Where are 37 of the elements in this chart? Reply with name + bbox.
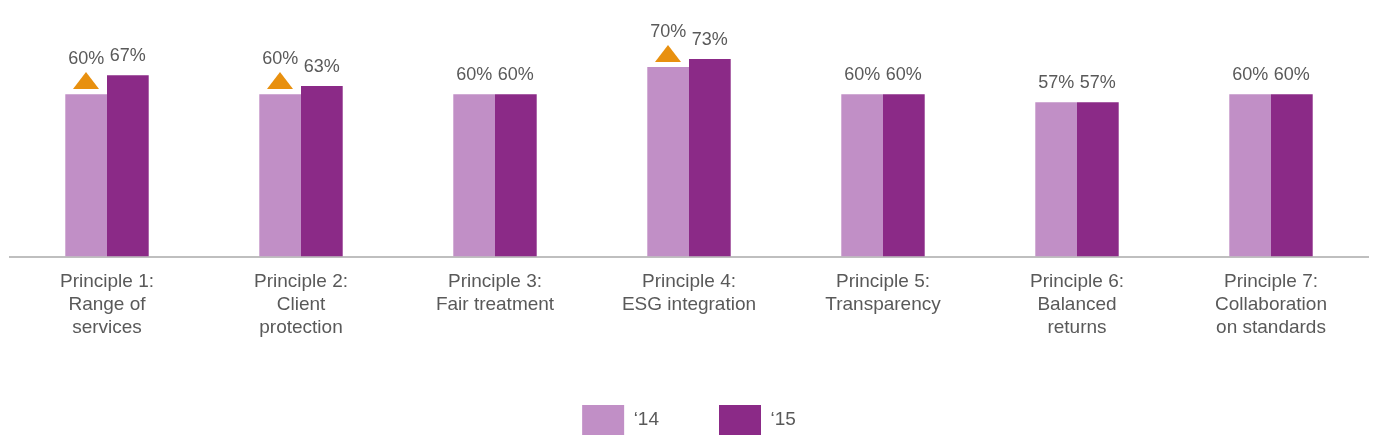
x-tick-label: Principle 6: Balanced returns (1030, 270, 1124, 337)
bar (107, 75, 149, 257)
x-tick-label: Principle 4: ESG integration (621, 270, 757, 315)
legend-label: ‘15 (770, 408, 796, 430)
bar (1271, 94, 1313, 257)
x-tick-label: Principle 3: Fair treatment (435, 270, 555, 315)
data-label: 60% (1232, 64, 1269, 85)
data-label: 70% (650, 21, 687, 42)
data-label: 60% (456, 64, 493, 85)
bar (453, 94, 495, 257)
x-tick-label: Principle 7: Collaboration on standards (1215, 270, 1327, 337)
bar (841, 94, 883, 257)
data-label: 60% (844, 64, 881, 85)
data-label: 67% (109, 45, 146, 66)
data-label: 57% (1079, 72, 1116, 93)
data-label: 60% (497, 64, 534, 85)
data-label: 60% (1273, 64, 1310, 85)
data-label: 60% (68, 48, 105, 69)
data-label: 60% (885, 64, 922, 85)
bar (301, 86, 343, 257)
data-label: 73% (691, 28, 728, 49)
x-tick-label: Principle 2: Client protection (254, 270, 348, 337)
bar (1035, 102, 1077, 257)
bar (65, 94, 107, 257)
bar (1077, 102, 1119, 257)
bar (1229, 94, 1271, 257)
bar (259, 94, 301, 257)
bar (647, 67, 689, 257)
data-label: 63% (303, 56, 340, 76)
data-label: 60% (262, 48, 299, 69)
x-tick-label: Principle 1: Range of services (60, 270, 154, 337)
bar (495, 94, 537, 257)
bar (883, 94, 925, 257)
legend-label: ‘14 (633, 408, 660, 430)
data-label: 57% (1038, 72, 1075, 93)
bar (689, 58, 731, 257)
x-tick-label: Principle 5: Transparency (825, 270, 942, 315)
